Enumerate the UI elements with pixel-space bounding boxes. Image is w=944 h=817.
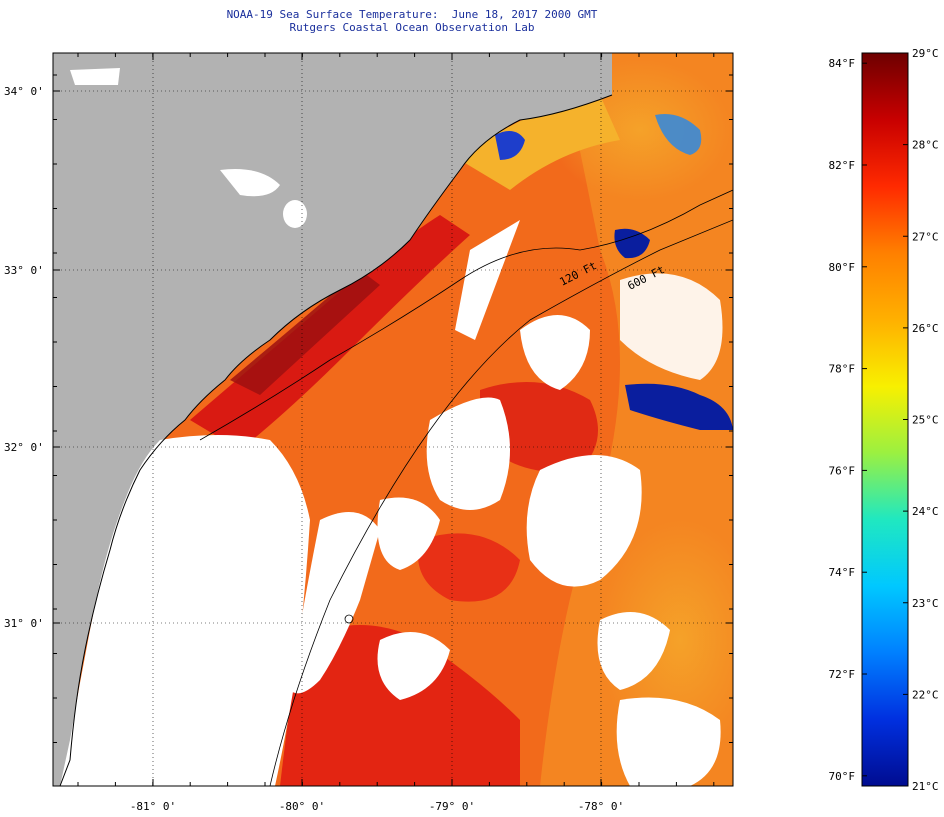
celsius-label: 23°C <box>912 597 939 610</box>
cloud-inland-2 <box>220 169 280 197</box>
isobath-120ft <box>199 189 733 441</box>
sst-nearshore-band <box>460 95 620 190</box>
axis-ticks <box>53 53 733 786</box>
coastline <box>59 94 613 786</box>
celsius-label: 28°C <box>912 139 939 152</box>
lon-label: -79° 0' <box>429 800 475 813</box>
celsius-label: 29°C <box>912 47 939 60</box>
cloud-patch-4 <box>620 273 723 380</box>
celsius-label: 21°C <box>912 780 939 793</box>
cloud-inland-3 <box>283 200 307 228</box>
isobath-600ft <box>269 219 733 786</box>
cold-patch-coastal <box>495 131 525 160</box>
cloud-patch-5 <box>597 612 670 690</box>
celsius-label: 25°C <box>912 414 939 427</box>
land-mass <box>53 53 612 786</box>
celsius-label: 22°C <box>912 688 939 701</box>
colorbar <box>861 52 909 787</box>
fahrenheit-label: 84°F <box>829 57 856 70</box>
cloud-coastal <box>60 435 310 786</box>
sst-hottest-band <box>230 270 380 395</box>
celsius-label: 24°C <box>912 505 939 518</box>
fahrenheit-label: 80°F <box>829 261 856 274</box>
fahrenheit-label: 72°F <box>829 668 856 681</box>
latitude-labels: 34° 0' 33° 0' 32° 0' 31° 0' <box>4 85 44 630</box>
cloud-patch-1 <box>426 397 510 510</box>
graticule <box>53 53 733 786</box>
map-subtitle: Rutgers Coastal Ocean Observation Lab <box>289 21 535 34</box>
colorbar-fahrenheit-labels: 84°F 82°F 80°F 78°F 76°F 74°F 72°F 70°F <box>829 57 856 783</box>
lon-label: -81° 0' <box>130 800 176 813</box>
lon-label: -78° 0' <box>578 800 624 813</box>
fahrenheit-label: 82°F <box>829 159 856 172</box>
lon-label: -80° 0' <box>279 800 325 813</box>
celsius-label: 26°C <box>912 322 939 335</box>
longitude-labels: -81° 0' -80° 0' -79° 0' -78° 0' <box>130 800 624 813</box>
colorbar-celsius-labels: 29°C 28°C 27°C 26°C 25°C 24°C 23°C 22°C 21°C <box>912 47 939 793</box>
cold-patch-sound <box>655 114 702 155</box>
lat-label: 33° 0' <box>4 264 44 277</box>
lat-label: 32° 0' <box>4 441 44 454</box>
cloud-streak <box>455 220 520 340</box>
cloud-patch-3 <box>526 455 642 587</box>
cloud-patch-8 <box>377 632 450 700</box>
sst-south-patch <box>280 625 520 786</box>
fahrenheit-label: 74°F <box>829 566 856 579</box>
lat-label: 34° 0' <box>4 85 44 98</box>
map-plot-area <box>53 53 733 786</box>
cloud-patch-6 <box>616 697 721 786</box>
cold-patch-east <box>625 383 733 430</box>
colorbar-ticks <box>862 52 908 787</box>
sst-mid-patch <box>418 533 520 602</box>
fahrenheit-label: 70°F <box>829 770 856 783</box>
lat-label: 31° 0' <box>4 617 44 630</box>
cloud-patch-2 <box>377 497 440 570</box>
map-title: NOAA-19 Sea Surface Temperature: June 18… <box>226 8 598 21</box>
celsius-label: 27°C <box>912 230 939 243</box>
cloud-patch-7 <box>520 315 590 390</box>
cold-patch-north <box>614 228 650 259</box>
fahrenheit-label: 78°F <box>829 363 856 376</box>
cloud-shelf <box>290 512 380 694</box>
fahrenheit-label: 76°F <box>829 464 856 477</box>
cloud-inland-1 <box>70 68 120 85</box>
map-frame <box>52 52 734 787</box>
